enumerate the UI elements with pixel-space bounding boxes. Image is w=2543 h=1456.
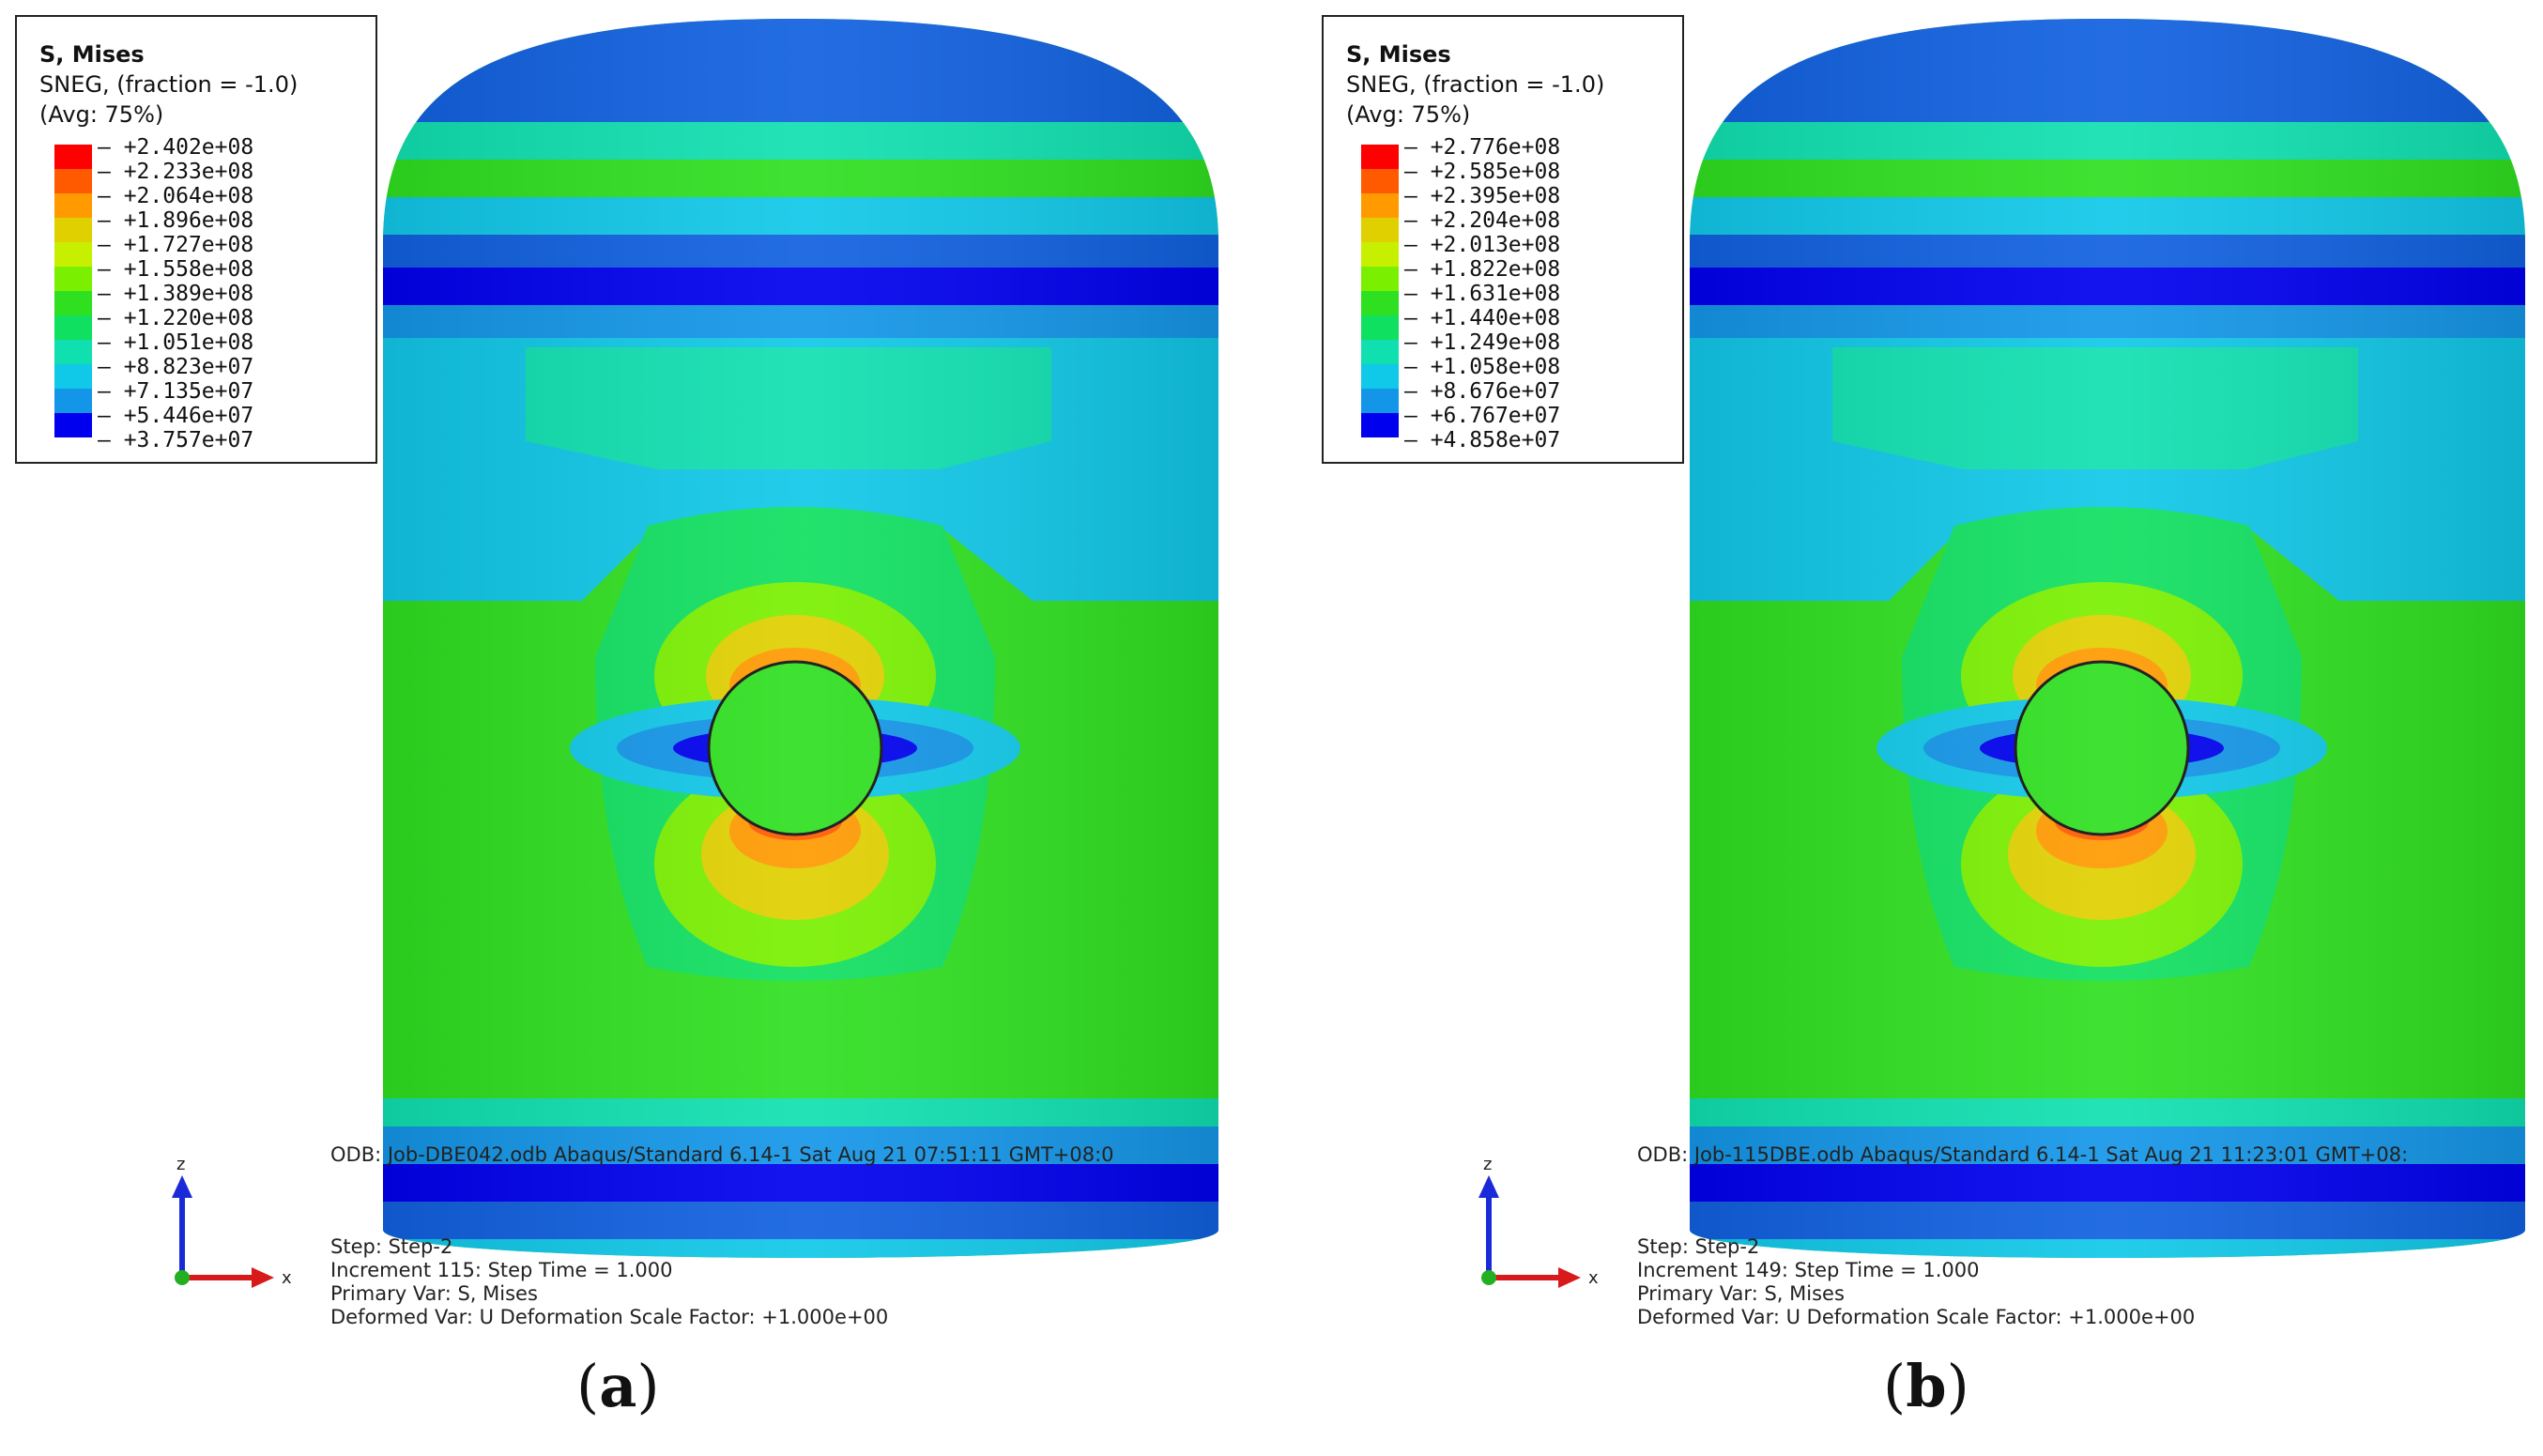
legend-value: +1.822e+08	[1404, 257, 1560, 282]
x-axis-label: x	[1588, 1268, 1599, 1288]
legend-value: +1.058e+08	[1404, 355, 1560, 379]
pressure-vessel-contour	[383, 19, 1218, 1258]
legend-value: +1.631e+08	[1404, 282, 1560, 306]
legend-value: +1.389e+08	[98, 282, 253, 306]
legend-value: +1.249e+08	[1404, 330, 1560, 355]
color-scale	[1361, 145, 1399, 437]
step-info: Step: Step-2	[330, 1235, 453, 1258]
pressure-vessel-contour	[1690, 19, 2525, 1258]
step-info: Step: Step-2	[1637, 1235, 1760, 1258]
legend-value: +2.776e+08	[1404, 135, 1560, 160]
legend-value: +1.051e+08	[98, 330, 253, 355]
panel-b: S, Mises SNEG, (fraction = -1.0) (Avg: 7…	[1307, 0, 2543, 1456]
legend-value: +2.585e+08	[1404, 160, 1560, 184]
z-axis-label: z	[176, 1160, 185, 1174]
legend-value: +3.757e+07	[98, 428, 253, 452]
x-axis-label: x	[282, 1268, 292, 1288]
axis-triad-icon: z x	[172, 1160, 292, 1288]
legend-value: +2.233e+08	[98, 160, 253, 184]
z-axis-label: z	[1483, 1160, 1492, 1174]
contour-legend: S, Mises SNEG, (fraction = -1.0) (Avg: 7…	[1322, 15, 1684, 464]
legend-subtitle: SNEG, (fraction = -1.0)	[39, 71, 299, 98]
legend-value: +1.727e+08	[98, 233, 253, 257]
panel-a: S, Mises SNEG, (fraction = -1.0) (Avg: 7…	[0, 0, 1271, 1456]
panel-caption: (a)	[576, 1352, 660, 1420]
legend-avg: (Avg: 75%)	[39, 101, 164, 128]
caption-letter: a	[599, 1352, 637, 1420]
contour-legend: S, Mises SNEG, (fraction = -1.0) (Avg: 7…	[15, 15, 377, 464]
odb-info: ODB: Job-115DBE.odb Abaqus/Standard 6.14…	[1637, 1143, 2409, 1166]
color-scale	[54, 145, 92, 437]
panel-caption: (b)	[1883, 1352, 1969, 1420]
deformed-var-info: Deformed Var: U Deformation Scale Factor…	[1637, 1306, 2196, 1328]
increment-info: Increment 115: Step Time = 1.000	[330, 1259, 673, 1281]
legend-value: +2.064e+08	[98, 184, 253, 208]
primary-var-info: Primary Var: S, Mises	[1637, 1282, 1845, 1305]
legend-value: +2.204e+08	[1404, 208, 1560, 233]
deformed-var-info: Deformed Var: U Deformation Scale Factor…	[330, 1306, 889, 1328]
legend-value: +2.395e+08	[1404, 184, 1560, 208]
caption-letter: b	[1906, 1352, 1947, 1420]
legend-value: +1.220e+08	[98, 306, 253, 330]
legend-value: +8.676e+07	[1404, 379, 1560, 404]
legend-title: S, Mises	[1346, 41, 1451, 68]
legend-value: +5.446e+07	[98, 404, 253, 428]
legend-value: +1.896e+08	[98, 208, 253, 233]
legend-subtitle: SNEG, (fraction = -1.0)	[1346, 71, 1605, 98]
legend-value: +7.135e+07	[98, 379, 253, 404]
legend-value: +8.823e+07	[98, 355, 253, 379]
primary-var-info: Primary Var: S, Mises	[330, 1282, 538, 1305]
legend-title: S, Mises	[39, 41, 145, 68]
legend-value: +1.558e+08	[98, 257, 253, 282]
legend-avg: (Avg: 75%)	[1346, 101, 1471, 128]
odb-info: ODB: Job-DBE042.odb Abaqus/Standard 6.14…	[330, 1143, 1114, 1166]
legend-value: +4.858e+07	[1404, 428, 1560, 452]
legend-value: +2.402e+08	[98, 135, 253, 160]
legend-value: +6.767e+07	[1404, 404, 1560, 428]
legend-value: +2.013e+08	[1404, 233, 1560, 257]
increment-info: Increment 149: Step Time = 1.000	[1637, 1259, 1980, 1281]
legend-value: +1.440e+08	[1404, 306, 1560, 330]
axis-triad-icon: z x	[1478, 1160, 1599, 1288]
